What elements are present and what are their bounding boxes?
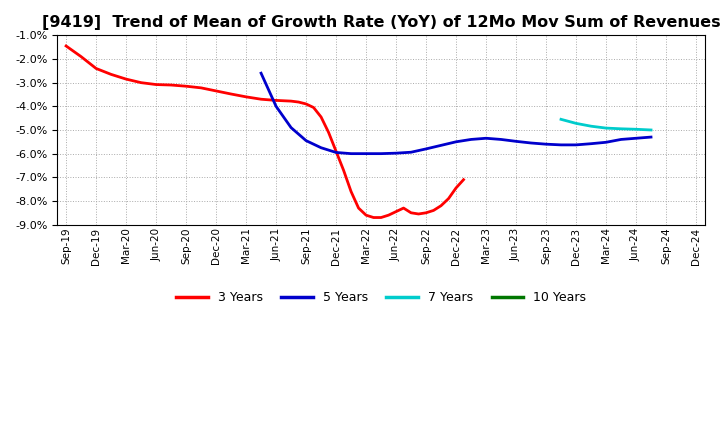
Title: [9419]  Trend of Mean of Growth Rate (YoY) of 12Mo Mov Sum of Revenues: [9419] Trend of Mean of Growth Rate (YoY… — [42, 15, 720, 30]
Legend: 3 Years, 5 Years, 7 Years, 10 Years: 3 Years, 5 Years, 7 Years, 10 Years — [171, 286, 591, 309]
